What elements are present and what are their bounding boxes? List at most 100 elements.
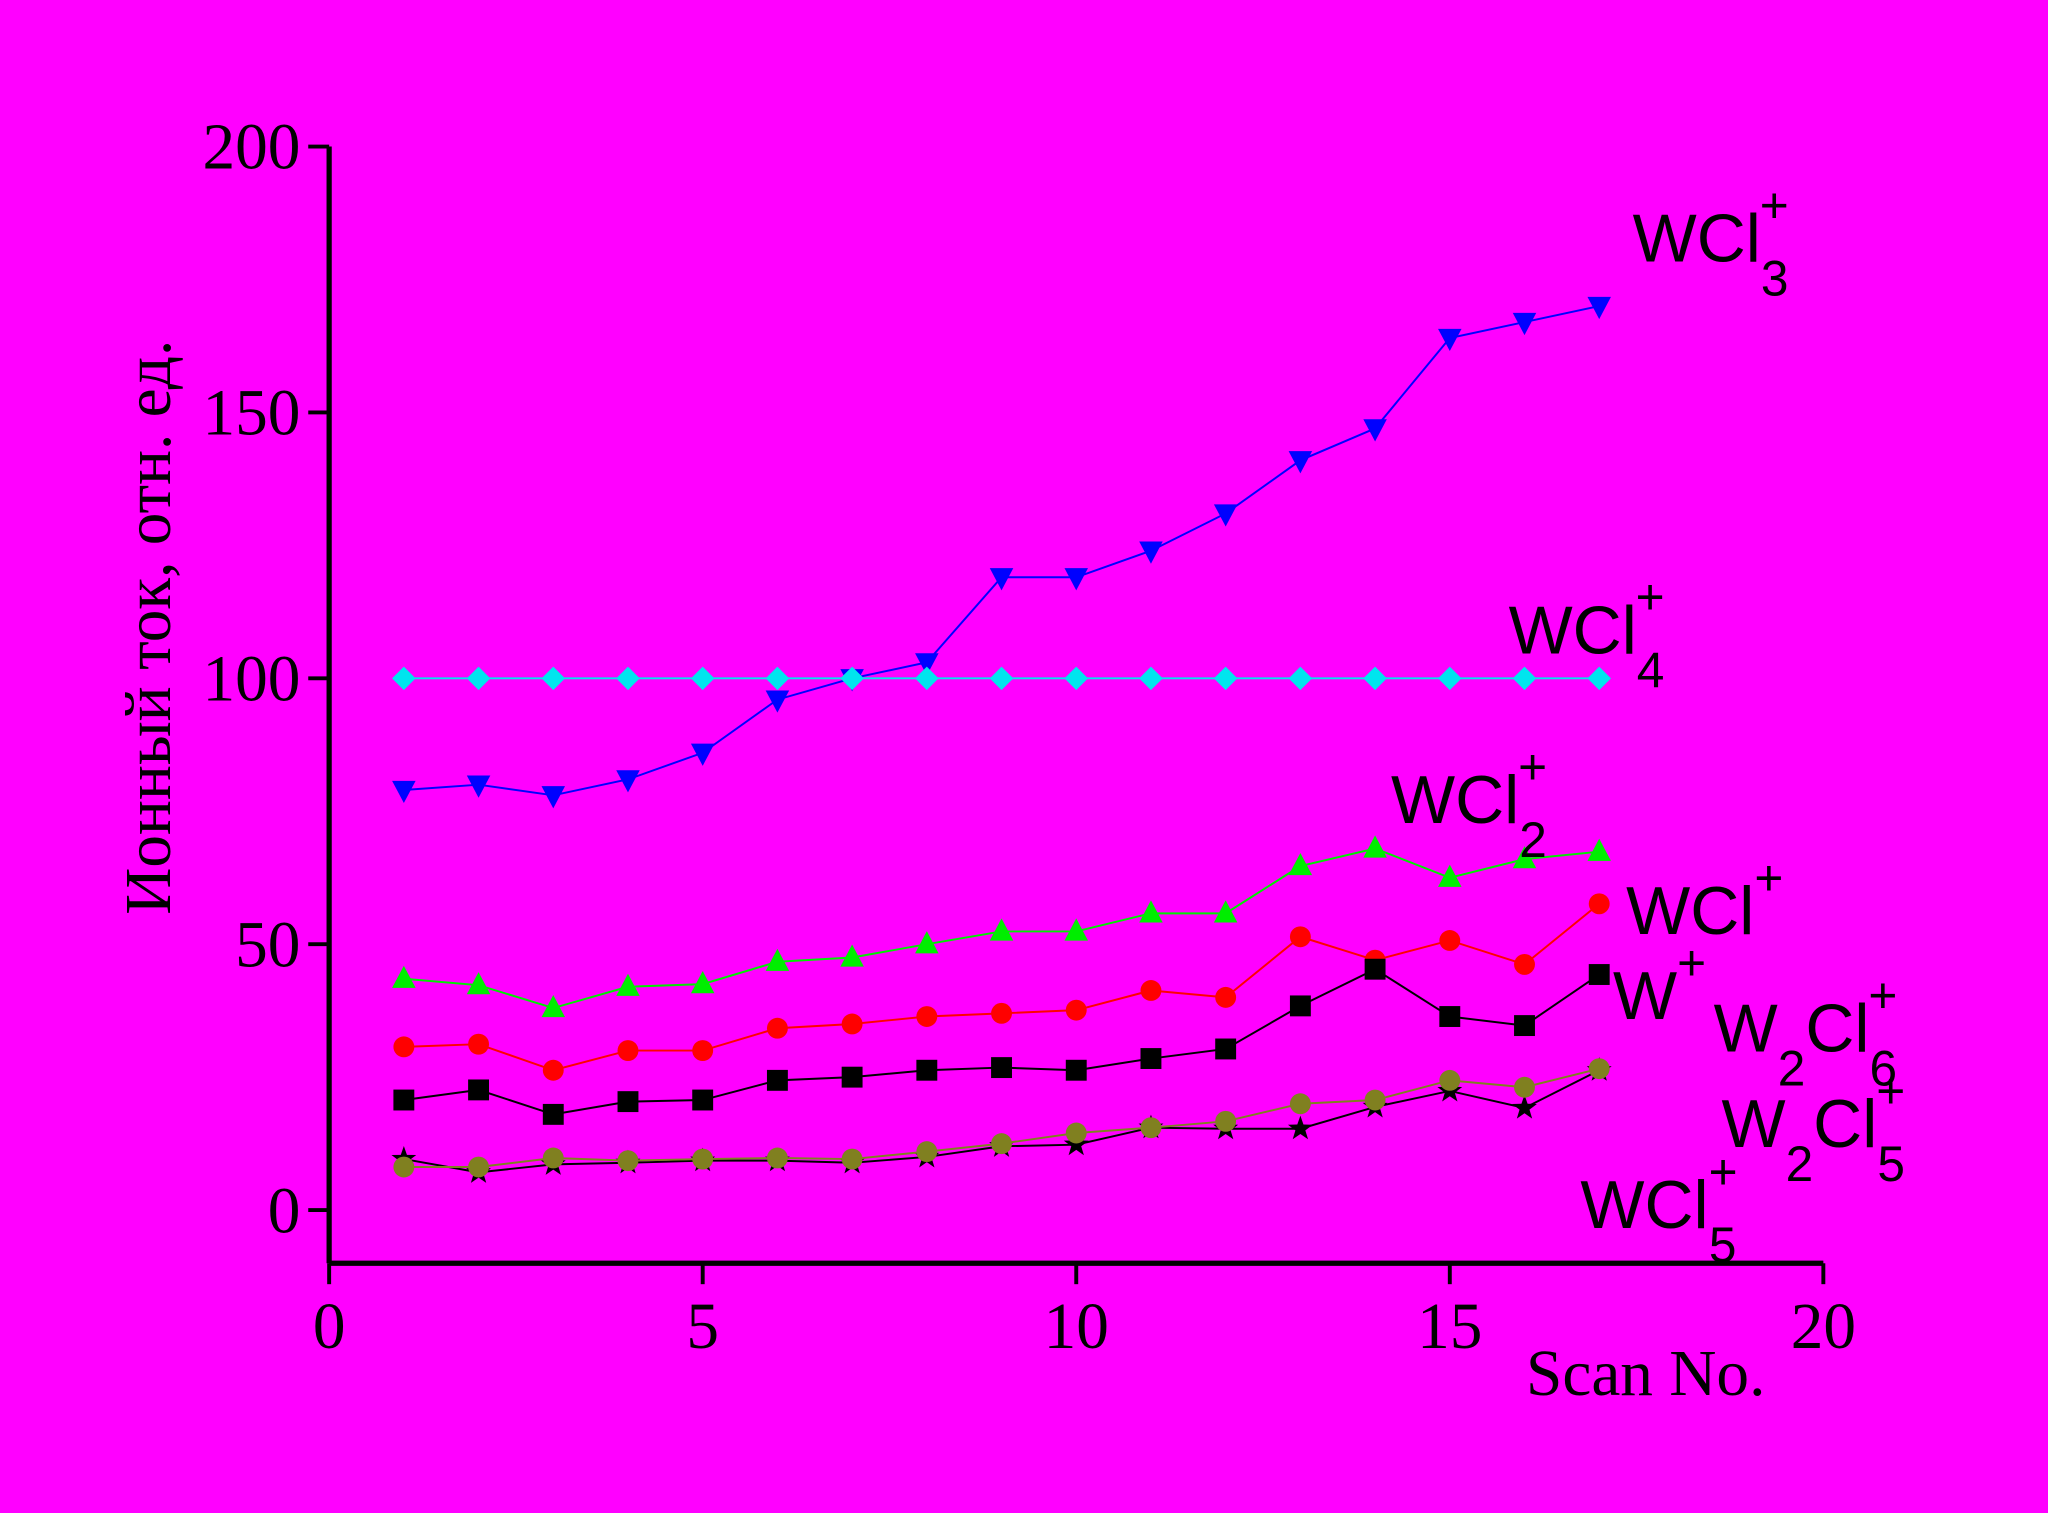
marker xyxy=(1064,568,1088,591)
marker xyxy=(841,1013,863,1035)
marker xyxy=(1363,666,1387,691)
series-label: WCl3 + xyxy=(1633,177,1789,306)
marker xyxy=(915,931,939,954)
marker xyxy=(1213,504,1238,527)
series-label: WCl2 + xyxy=(1391,739,1547,868)
label-part: WCl xyxy=(1391,763,1519,838)
label-part: 2 xyxy=(1519,812,1547,868)
label-part: WCl xyxy=(1626,874,1754,949)
label-part: + xyxy=(1754,850,1783,906)
marker xyxy=(1364,958,1386,980)
marker xyxy=(989,568,1014,591)
marker xyxy=(616,770,640,793)
marker xyxy=(692,1040,714,1062)
label-part: WCl xyxy=(1580,1168,1708,1243)
marker xyxy=(915,666,939,691)
marker xyxy=(989,666,1014,691)
x-axis-label: Scan No. xyxy=(1526,1338,1765,1410)
marker xyxy=(690,666,715,691)
marker xyxy=(765,690,790,713)
marker xyxy=(1439,930,1461,951)
marker xyxy=(1139,666,1163,691)
series-label: W2Cl5 + xyxy=(1721,1063,1905,1192)
marker xyxy=(916,1006,938,1027)
y-tick-label: 100 xyxy=(202,644,300,716)
marker xyxy=(1439,1069,1461,1091)
marker xyxy=(1215,1110,1237,1132)
marker xyxy=(616,973,640,996)
marker xyxy=(991,1057,1012,1079)
marker xyxy=(1364,1089,1386,1111)
label-part: 2 xyxy=(1778,1041,1806,1097)
marker xyxy=(915,653,939,676)
marker xyxy=(1289,995,1311,1017)
marker xyxy=(542,1059,564,1081)
marker xyxy=(1213,666,1238,691)
marker xyxy=(991,1002,1012,1024)
marker xyxy=(1587,296,1611,320)
label-part: 5 xyxy=(1877,1136,1905,1192)
marker xyxy=(393,1156,415,1178)
marker xyxy=(841,1066,863,1088)
marker xyxy=(1213,900,1238,923)
marker xyxy=(841,1148,863,1170)
label-part: 2 xyxy=(1786,1136,1814,1192)
marker xyxy=(1140,980,1162,1001)
label-part: 5 xyxy=(1709,1217,1737,1273)
marker xyxy=(392,780,416,804)
marker xyxy=(1065,999,1087,1021)
label-part: + xyxy=(1760,177,1789,233)
marker xyxy=(690,743,715,766)
marker xyxy=(468,1156,490,1178)
marker xyxy=(541,666,566,691)
marker xyxy=(1438,864,1462,887)
marker xyxy=(1139,900,1163,923)
marker xyxy=(1215,1038,1237,1060)
marker xyxy=(1512,666,1537,691)
marker xyxy=(1288,451,1313,474)
marker xyxy=(765,948,790,971)
marker xyxy=(766,1069,788,1091)
series-label: W2Cl6 + xyxy=(1714,968,1898,1097)
marker xyxy=(617,1040,639,1062)
label-part: 6 xyxy=(1869,1041,1897,1097)
marker xyxy=(1587,666,1611,691)
marker xyxy=(1140,1117,1162,1139)
x-tick-label: 5 xyxy=(686,1291,719,1363)
label-part: W xyxy=(1714,992,1778,1067)
label-part: + xyxy=(1636,569,1665,625)
label-part: + xyxy=(1677,935,1706,991)
marker xyxy=(1288,852,1313,876)
y-tick-label: 200 xyxy=(202,112,300,184)
marker xyxy=(1215,986,1237,1008)
marker xyxy=(617,1091,639,1113)
marker xyxy=(542,1103,564,1125)
marker xyxy=(1065,1122,1087,1144)
marker xyxy=(1512,846,1537,869)
marker xyxy=(766,1147,788,1169)
marker xyxy=(690,971,715,994)
y-tick-label: 50 xyxy=(235,909,300,981)
marker xyxy=(393,1036,415,1058)
marker xyxy=(765,666,790,691)
marker xyxy=(1588,893,1610,915)
marker xyxy=(393,1089,415,1111)
label-part: + xyxy=(1876,1063,1905,1119)
marker xyxy=(1587,838,1611,861)
marker xyxy=(466,666,491,691)
label-part: W xyxy=(1721,1087,1785,1162)
marker xyxy=(840,666,864,691)
marker xyxy=(541,994,566,1018)
marker xyxy=(541,786,566,809)
marker xyxy=(766,1017,788,1039)
marker xyxy=(466,972,491,995)
label-part: 3 xyxy=(1761,250,1789,306)
label-part: W xyxy=(1613,959,1677,1034)
marker xyxy=(991,1133,1012,1155)
y-axis-label: Ионный ток, отн. ед. xyxy=(113,340,185,915)
label-part: 4 xyxy=(1637,642,1665,698)
marker xyxy=(989,918,1014,941)
x-tick-label: 10 xyxy=(1044,1291,1109,1363)
